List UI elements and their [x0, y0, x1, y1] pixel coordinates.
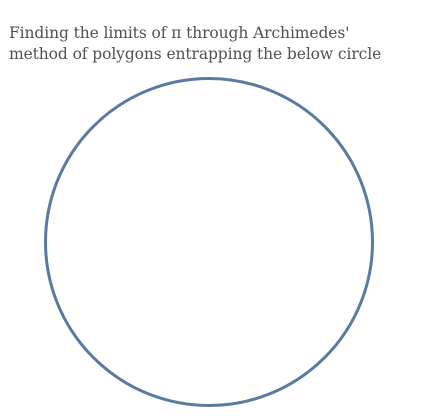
page-title: Finding the limits of π through Archimed… [9, 23, 419, 65]
title-line-1: Finding the limits of π through Archimed… [9, 24, 350, 42]
circle [44, 77, 374, 407]
title-line-2: method of polygons entrapping the below … [9, 45, 382, 63]
